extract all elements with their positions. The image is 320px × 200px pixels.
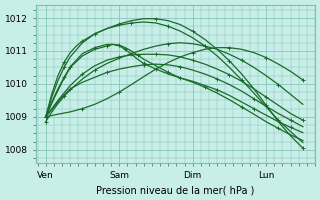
- X-axis label: Pression niveau de la mer( hPa ): Pression niveau de la mer( hPa ): [96, 185, 254, 195]
